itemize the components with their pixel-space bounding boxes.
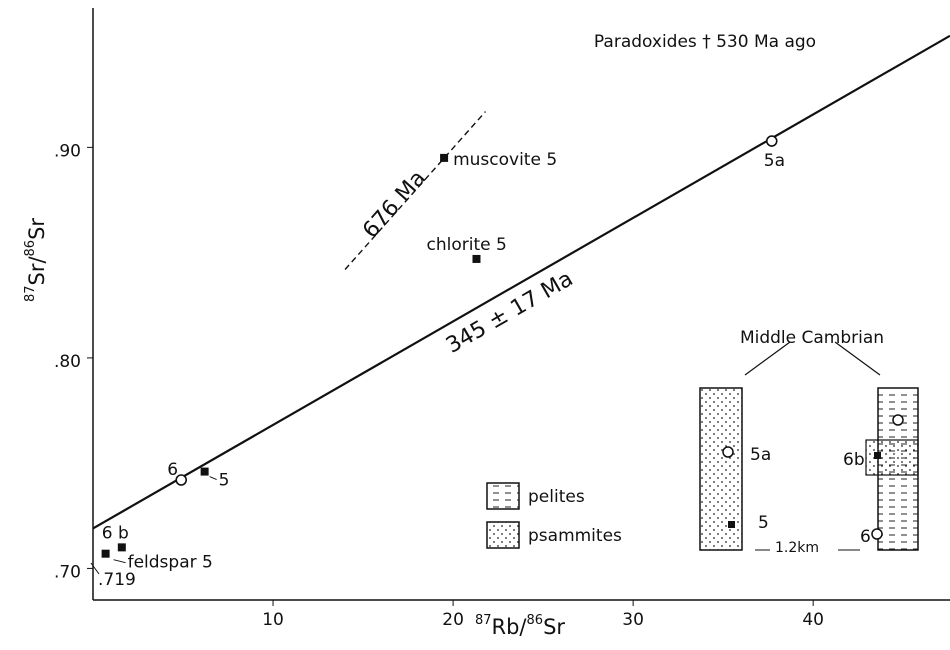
line-label: 345 ± 17 Ma <box>442 266 577 358</box>
intercept-leader <box>90 562 100 575</box>
point-label: 6 b <box>102 523 129 543</box>
point <box>101 549 110 558</box>
x-axis-label-part: 87 <box>475 613 492 628</box>
legend-swatch <box>486 521 520 549</box>
x-axis-label-part: Rb/ <box>492 615 528 639</box>
sample <box>728 521 735 528</box>
point-label: feldspar 5 <box>128 553 213 573</box>
intercept-label: .719 <box>98 570 136 590</box>
isochron <box>92 34 950 530</box>
point <box>200 467 209 476</box>
legend-label: pelites <box>528 487 585 507</box>
point <box>440 153 449 162</box>
inset-label: 5 <box>758 513 769 533</box>
inset-label: 6b <box>843 450 865 470</box>
y-axis-label-part: 86 <box>23 240 38 257</box>
point-label: 5 <box>219 471 230 491</box>
leader <box>744 341 791 376</box>
point-label: chlorite 5 <box>426 235 506 255</box>
leader <box>209 476 217 481</box>
y-tick-label: .80 <box>54 352 81 372</box>
x-tick-label: 20 <box>442 610 464 630</box>
point-label: 6 <box>167 460 178 480</box>
point-label: 5a <box>764 151 785 171</box>
y-tick-label: .70 <box>54 562 81 582</box>
point-label: muscovite 5 <box>453 150 557 170</box>
leader <box>834 341 881 376</box>
sample <box>871 528 883 540</box>
inset-label: 5a <box>750 445 771 465</box>
y-axis-label-part: Sr/ <box>25 256 49 286</box>
point <box>472 254 481 263</box>
y-tick-label: .90 <box>54 141 81 161</box>
x-axis-label-part: Sr <box>543 615 565 639</box>
inset-title: Middle Cambrian <box>740 328 884 348</box>
leader <box>113 559 126 564</box>
legend-swatch <box>486 482 520 510</box>
inset-label: 6 <box>860 527 871 547</box>
x-axis-label-part: 86 <box>527 613 544 628</box>
point <box>175 474 188 486</box>
annotation: Paradoxides † 530 Ma ago <box>594 32 816 52</box>
y-axis-label-part: 87 <box>23 286 38 303</box>
sample <box>892 414 904 426</box>
x-tick-label: 10 <box>262 610 284 630</box>
y-axis-label-part: Sr <box>25 218 49 240</box>
isochron <box>344 111 487 270</box>
bed <box>865 439 919 476</box>
legend-label: psammites <box>528 526 622 546</box>
inset: Middle Cambrian 5a 5 6b 6 1.2km pelites … <box>486 328 919 556</box>
point <box>765 135 778 147</box>
x-tick-label: 30 <box>622 610 644 630</box>
point <box>117 543 126 552</box>
column <box>699 387 743 551</box>
y-axis-label: 87Sr/86Sr <box>23 218 50 302</box>
sample <box>722 446 734 458</box>
x-axis-label: 87Rb/86Sr <box>475 613 565 640</box>
x-tick-label: 40 <box>802 610 824 630</box>
line-label: 676 Ma <box>358 166 431 243</box>
scale-label: 1.2km <box>775 540 819 556</box>
sample <box>874 452 881 459</box>
